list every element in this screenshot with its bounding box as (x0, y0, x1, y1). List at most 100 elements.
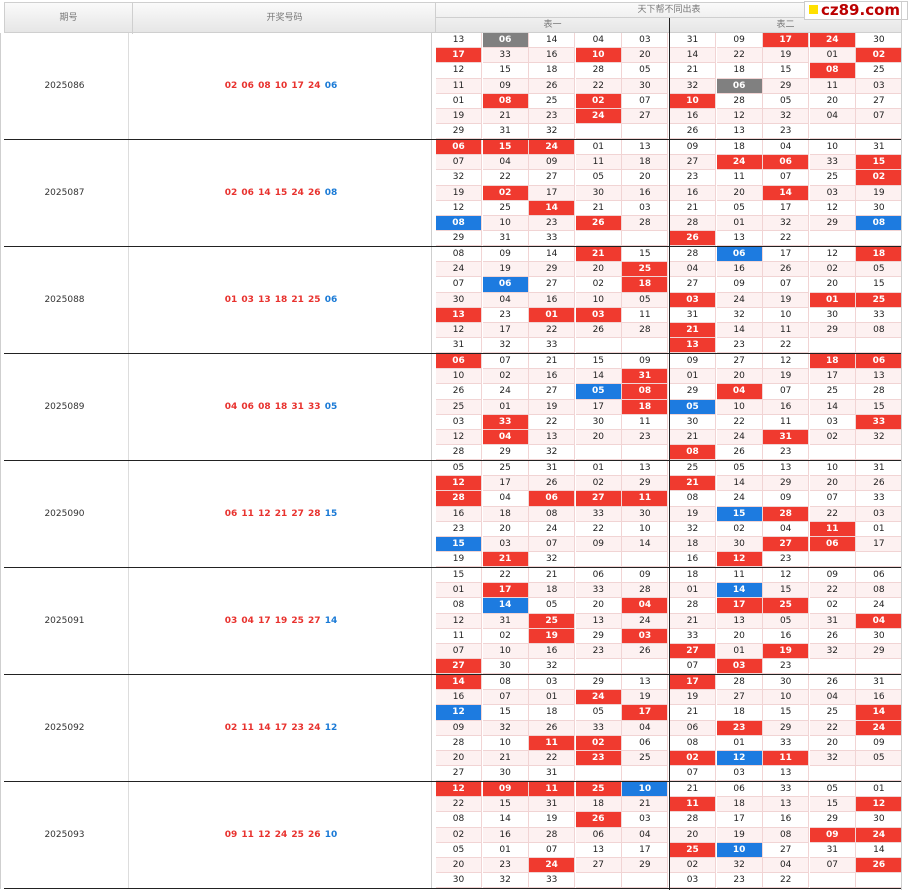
table1-number-cell: 30 (482, 659, 529, 675)
blue-number: 15 (324, 509, 338, 519)
table2-number-cell: 13 (716, 231, 763, 247)
table2-number-cell (856, 659, 903, 675)
table1-number-cell: 19 (529, 399, 576, 415)
blue-number: 06 (324, 81, 338, 91)
table1-number-cell: 14 (622, 537, 669, 553)
table1-number-cell: 33 (575, 583, 622, 599)
table1-number-cell (575, 552, 622, 568)
table1-number-cell: 12 (436, 476, 482, 492)
table2-number-cell: 15 (763, 583, 810, 599)
table1-number-cell: 06 (575, 568, 622, 584)
table1-number-cell (575, 659, 622, 675)
table1-number-cell: 17 (575, 399, 622, 415)
red-numbers: 02 06 08 10 17 24 (224, 81, 321, 91)
table1-number-cell: 13 (575, 613, 622, 629)
site-logo[interactable]: cz89.com (804, 1, 908, 20)
table2-number-cell: 19 (763, 369, 810, 385)
table1-number-cell: 06 (575, 827, 622, 843)
table2-number-cell: 09 (809, 827, 856, 843)
table1-number-cell: 09 (482, 78, 529, 94)
table2-number-cell: 05 (809, 782, 856, 798)
table2-number-cell (809, 124, 856, 140)
table2-number-cell: 29 (670, 384, 716, 400)
table2-number-cell: 14 (670, 48, 716, 64)
table2-number-cell: 08 (763, 827, 810, 843)
table2-number-cell: 13 (763, 766, 810, 782)
table2-number-cell: 07 (763, 277, 810, 293)
table1-number-cell: 02 (575, 93, 622, 109)
table1-header: 表一 (543, 20, 562, 30)
table2-number-cell: 13 (716, 613, 763, 629)
period-number: 2025088 (44, 295, 85, 305)
period-separator (4, 139, 902, 140)
table1-number-cell: 06 (482, 33, 529, 49)
table1-number-cell: 02 (482, 369, 529, 385)
table1-number-cell: 29 (575, 628, 622, 644)
table1-number-cell: 30 (436, 873, 482, 889)
period-number: 2025092 (44, 723, 85, 733)
table2-number-cell: 13 (716, 124, 763, 140)
table2-number-cell: 07 (809, 858, 856, 874)
table1-number-cell: 15 (482, 63, 529, 79)
table1-number-cell: 32 (529, 659, 576, 675)
table1-number-cell: 03 (622, 812, 669, 828)
table2-number-cell: 27 (670, 644, 716, 660)
logo-square-icon (809, 5, 818, 14)
table1-number-cell: 31 (482, 124, 529, 140)
table2-number-cell: 15 (856, 399, 903, 415)
period-separator (4, 781, 902, 782)
table2-number-cell: 29 (763, 476, 810, 492)
table2-number-cell: 32 (809, 751, 856, 767)
table1-number-cell (622, 445, 669, 461)
table1-number-cell: 30 (575, 185, 622, 201)
table2-number-cell: 01 (670, 583, 716, 599)
table2-number-cell: 22 (716, 414, 763, 430)
table2-number-cell: 07 (670, 659, 716, 675)
red-numbers: 02 11 14 17 23 24 (224, 723, 321, 733)
table1-number-cell: 30 (482, 766, 529, 782)
table2-number-cell: 20 (809, 277, 856, 293)
column-divider (128, 354, 129, 461)
table1-number-cell (575, 873, 622, 889)
table2-number-cell: 16 (763, 812, 810, 828)
table1-number-cell: 25 (529, 613, 576, 629)
table2-number-cell: 22 (763, 338, 810, 354)
table1-number-cell: 21 (529, 568, 576, 584)
table2-number-cell: 19 (763, 48, 810, 64)
table2-number-cell: 04 (716, 384, 763, 400)
column-divider (128, 33, 129, 140)
table2-number-cell: 26 (809, 628, 856, 644)
table1-number-cell: 03 (529, 675, 576, 691)
table1-number-cell: 08 (529, 506, 576, 522)
table2-number-cell: 23 (763, 552, 810, 568)
table1-number-cell: 22 (529, 414, 576, 430)
table2-number-cell: 18 (716, 140, 763, 156)
table1-number-cell: 22 (482, 568, 529, 584)
table1-number-cell: 07 (529, 842, 576, 858)
table2-number-cell: 32 (809, 644, 856, 660)
period-row: 2025087 02 06 14 15 24 26 08 (0, 140, 432, 247)
table1-number-cell: 23 (482, 307, 529, 323)
table1-number-cell: 26 (575, 216, 622, 232)
table2-number-cell: 29 (763, 78, 810, 94)
table2-number-cell: 22 (763, 873, 810, 889)
table1-number-cell (622, 552, 669, 568)
table1-number-cell: 18 (529, 705, 576, 721)
table2-number-cell: 10 (716, 842, 763, 858)
table2-number-cell: 02 (670, 858, 716, 874)
table1-number-cell: 25 (482, 461, 529, 477)
table2-number-cell (809, 552, 856, 568)
table2-number-cell: 03 (856, 506, 903, 522)
table1-number-cell: 13 (622, 461, 669, 477)
table1-number-cell: 24 (575, 109, 622, 125)
table2-number-cell: 30 (763, 675, 810, 691)
table2-number-cell: 20 (716, 369, 763, 385)
table2-number-cell: 32 (763, 109, 810, 125)
table1-number-cell: 04 (622, 720, 669, 736)
table2-number-cell: 19 (763, 644, 810, 660)
table2-number-cell: 18 (716, 63, 763, 79)
table2-number-cell: 17 (856, 537, 903, 553)
table1-number-cell: 10 (482, 644, 529, 660)
table2-number-cell: 25 (763, 598, 810, 614)
table1-number-cell: 28 (529, 827, 576, 843)
